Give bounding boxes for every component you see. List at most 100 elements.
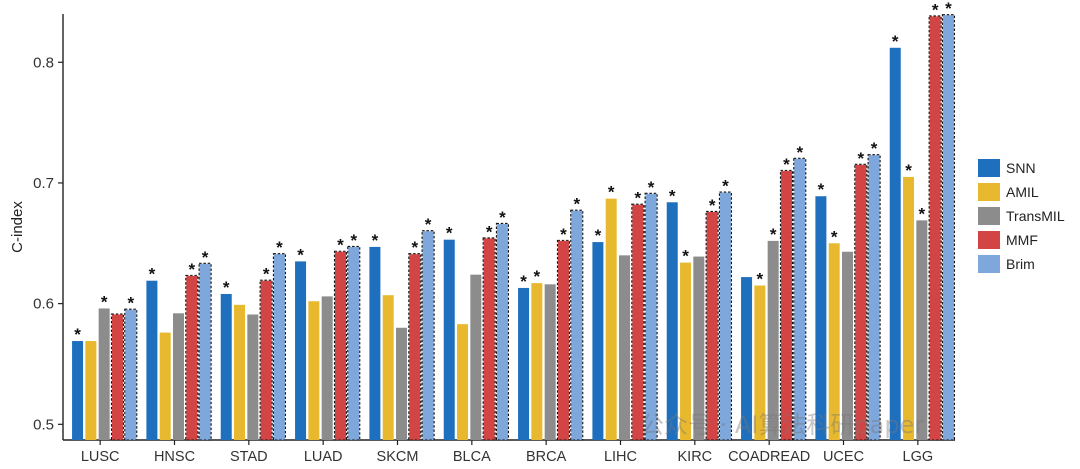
bar-amil-blca bbox=[457, 324, 469, 440]
significance-star: * bbox=[425, 215, 432, 234]
bar-amil-kirc bbox=[680, 262, 692, 440]
legend-label: TransMIL bbox=[1006, 208, 1065, 224]
x-tick-label: STAD bbox=[230, 449, 268, 465]
legend-swatch bbox=[978, 207, 1000, 225]
bar-mmf-coadread bbox=[780, 170, 792, 440]
bar-amil-luad bbox=[308, 301, 320, 440]
bar-outline-mmf-lihc bbox=[631, 203, 645, 441]
bar-amil-ucec bbox=[828, 243, 840, 440]
significance-star: * bbox=[101, 292, 108, 311]
significance-star: * bbox=[350, 231, 357, 250]
bar-amil-stad bbox=[234, 304, 246, 440]
y-tick-label: 0.5 bbox=[33, 416, 54, 433]
significance-star: * bbox=[796, 143, 803, 162]
legend-swatch bbox=[978, 255, 1000, 273]
legend-item-transmil: TransMIL bbox=[978, 204, 1065, 228]
legend-label: AMIL bbox=[1006, 184, 1039, 200]
bar-brim-lgg bbox=[942, 15, 954, 441]
bar-snn-luad bbox=[295, 261, 307, 440]
significance-star: * bbox=[905, 161, 912, 180]
y-tick-label: 0.7 bbox=[33, 175, 54, 192]
bar-mmf-lusc bbox=[111, 314, 123, 440]
x-tick-label: BLCA bbox=[453, 449, 491, 465]
significance-star: * bbox=[560, 225, 567, 244]
bar-transmil-lgg bbox=[916, 220, 928, 440]
bar-outline-brim-coadread bbox=[793, 157, 807, 441]
significance-star: * bbox=[783, 155, 790, 174]
bar-outline-mmf-brca bbox=[556, 239, 571, 441]
significance-star: * bbox=[871, 139, 878, 158]
significance-star: * bbox=[263, 265, 270, 284]
bar-outline-mmf-lusc bbox=[110, 313, 125, 441]
bar-brim-lusc bbox=[125, 309, 137, 440]
significance-star: * bbox=[127, 294, 134, 313]
significance-star: * bbox=[892, 32, 899, 51]
x-tick-label: COADREAD bbox=[728, 449, 810, 465]
bar-outline-mmf-lgg bbox=[928, 15, 942, 441]
bar-snn-hnsc bbox=[146, 280, 158, 440]
bar-snn-lusc bbox=[72, 341, 84, 440]
bar-transmil-luad bbox=[321, 296, 333, 440]
significance-star: * bbox=[297, 245, 304, 264]
legend-label: MMF bbox=[1006, 232, 1038, 248]
bar-amil-lgg bbox=[903, 176, 915, 440]
bar-snn-coadread bbox=[741, 277, 753, 440]
bar-transmil-hnsc bbox=[173, 313, 184, 440]
bar-mmf-lihc bbox=[632, 204, 644, 440]
bar-transmil-blca bbox=[470, 274, 482, 440]
significance-star: * bbox=[149, 265, 156, 284]
bar-brim-luad bbox=[348, 246, 360, 440]
bar-outline-brim-lusc bbox=[124, 308, 138, 441]
bar-brim-skcm bbox=[422, 231, 434, 440]
significance-star: * bbox=[573, 195, 580, 214]
legend: SNN AMIL TransMIL MMF Brim bbox=[978, 156, 1065, 276]
significance-star: * bbox=[770, 225, 777, 244]
legend-swatch bbox=[978, 183, 1000, 201]
significance-star: * bbox=[831, 227, 838, 246]
significance-star: * bbox=[932, 0, 939, 19]
bar-transmil-kirc bbox=[693, 256, 705, 440]
legend-swatch bbox=[978, 231, 1000, 249]
bar-outline-brim-hnsc bbox=[198, 262, 212, 441]
bar-mmf-lgg bbox=[929, 16, 941, 440]
significance-star: * bbox=[74, 325, 81, 344]
significance-star: * bbox=[411, 238, 418, 257]
bar-amil-coadread bbox=[754, 285, 766, 440]
bar-outline-mmf-kirc bbox=[705, 210, 719, 441]
bar-transmil-lihc bbox=[619, 255, 630, 440]
bar-mmf-kirc bbox=[706, 211, 718, 440]
bar-outline-mmf-luad bbox=[333, 250, 348, 441]
significance-star: * bbox=[669, 186, 676, 205]
significance-star: * bbox=[709, 196, 716, 215]
bar-outline-mmf-coadread bbox=[779, 169, 794, 441]
legend-item-amil: AMIL bbox=[978, 180, 1065, 204]
bar-brim-lihc bbox=[645, 193, 657, 440]
bar-snn-ucec bbox=[815, 196, 827, 440]
significance-star: * bbox=[945, 0, 952, 18]
bar-mmf-brca bbox=[557, 240, 569, 440]
bar-mmf-hnsc bbox=[186, 275, 198, 440]
x-tick-label: LUAD bbox=[304, 449, 343, 465]
bar-snn-lihc bbox=[592, 242, 604, 440]
significance-star: * bbox=[499, 208, 506, 227]
bar-snn-lgg bbox=[889, 47, 901, 440]
bar-outline-brim-lgg bbox=[941, 14, 955, 441]
bar-outline-brim-skcm bbox=[421, 230, 435, 441]
bar-outline-brim-brca bbox=[570, 209, 584, 441]
bar-outline-mmf-stad bbox=[259, 279, 273, 441]
legend-item-mmf: MMF bbox=[978, 228, 1065, 252]
legend-item-snn: SNN bbox=[978, 156, 1065, 180]
bar-amil-skcm bbox=[382, 295, 394, 440]
x-tick-label: SKCM bbox=[377, 449, 419, 465]
labels-layer: 0.5 0.6 0.7 0.8 C-index LUSC * * * HNSC * * * STAD * * *… bbox=[9, 0, 952, 465]
legend-label: Brim bbox=[1006, 256, 1035, 272]
bar-brim-blca bbox=[496, 223, 508, 440]
bars-layer bbox=[72, 14, 955, 441]
bar-outline-brim-luad bbox=[347, 245, 361, 441]
axes-layer bbox=[58, 14, 955, 445]
significance-star: * bbox=[595, 226, 602, 245]
significance-star: * bbox=[446, 224, 453, 243]
significance-star: * bbox=[534, 267, 541, 286]
bar-outline-mmf-hnsc bbox=[185, 274, 199, 441]
